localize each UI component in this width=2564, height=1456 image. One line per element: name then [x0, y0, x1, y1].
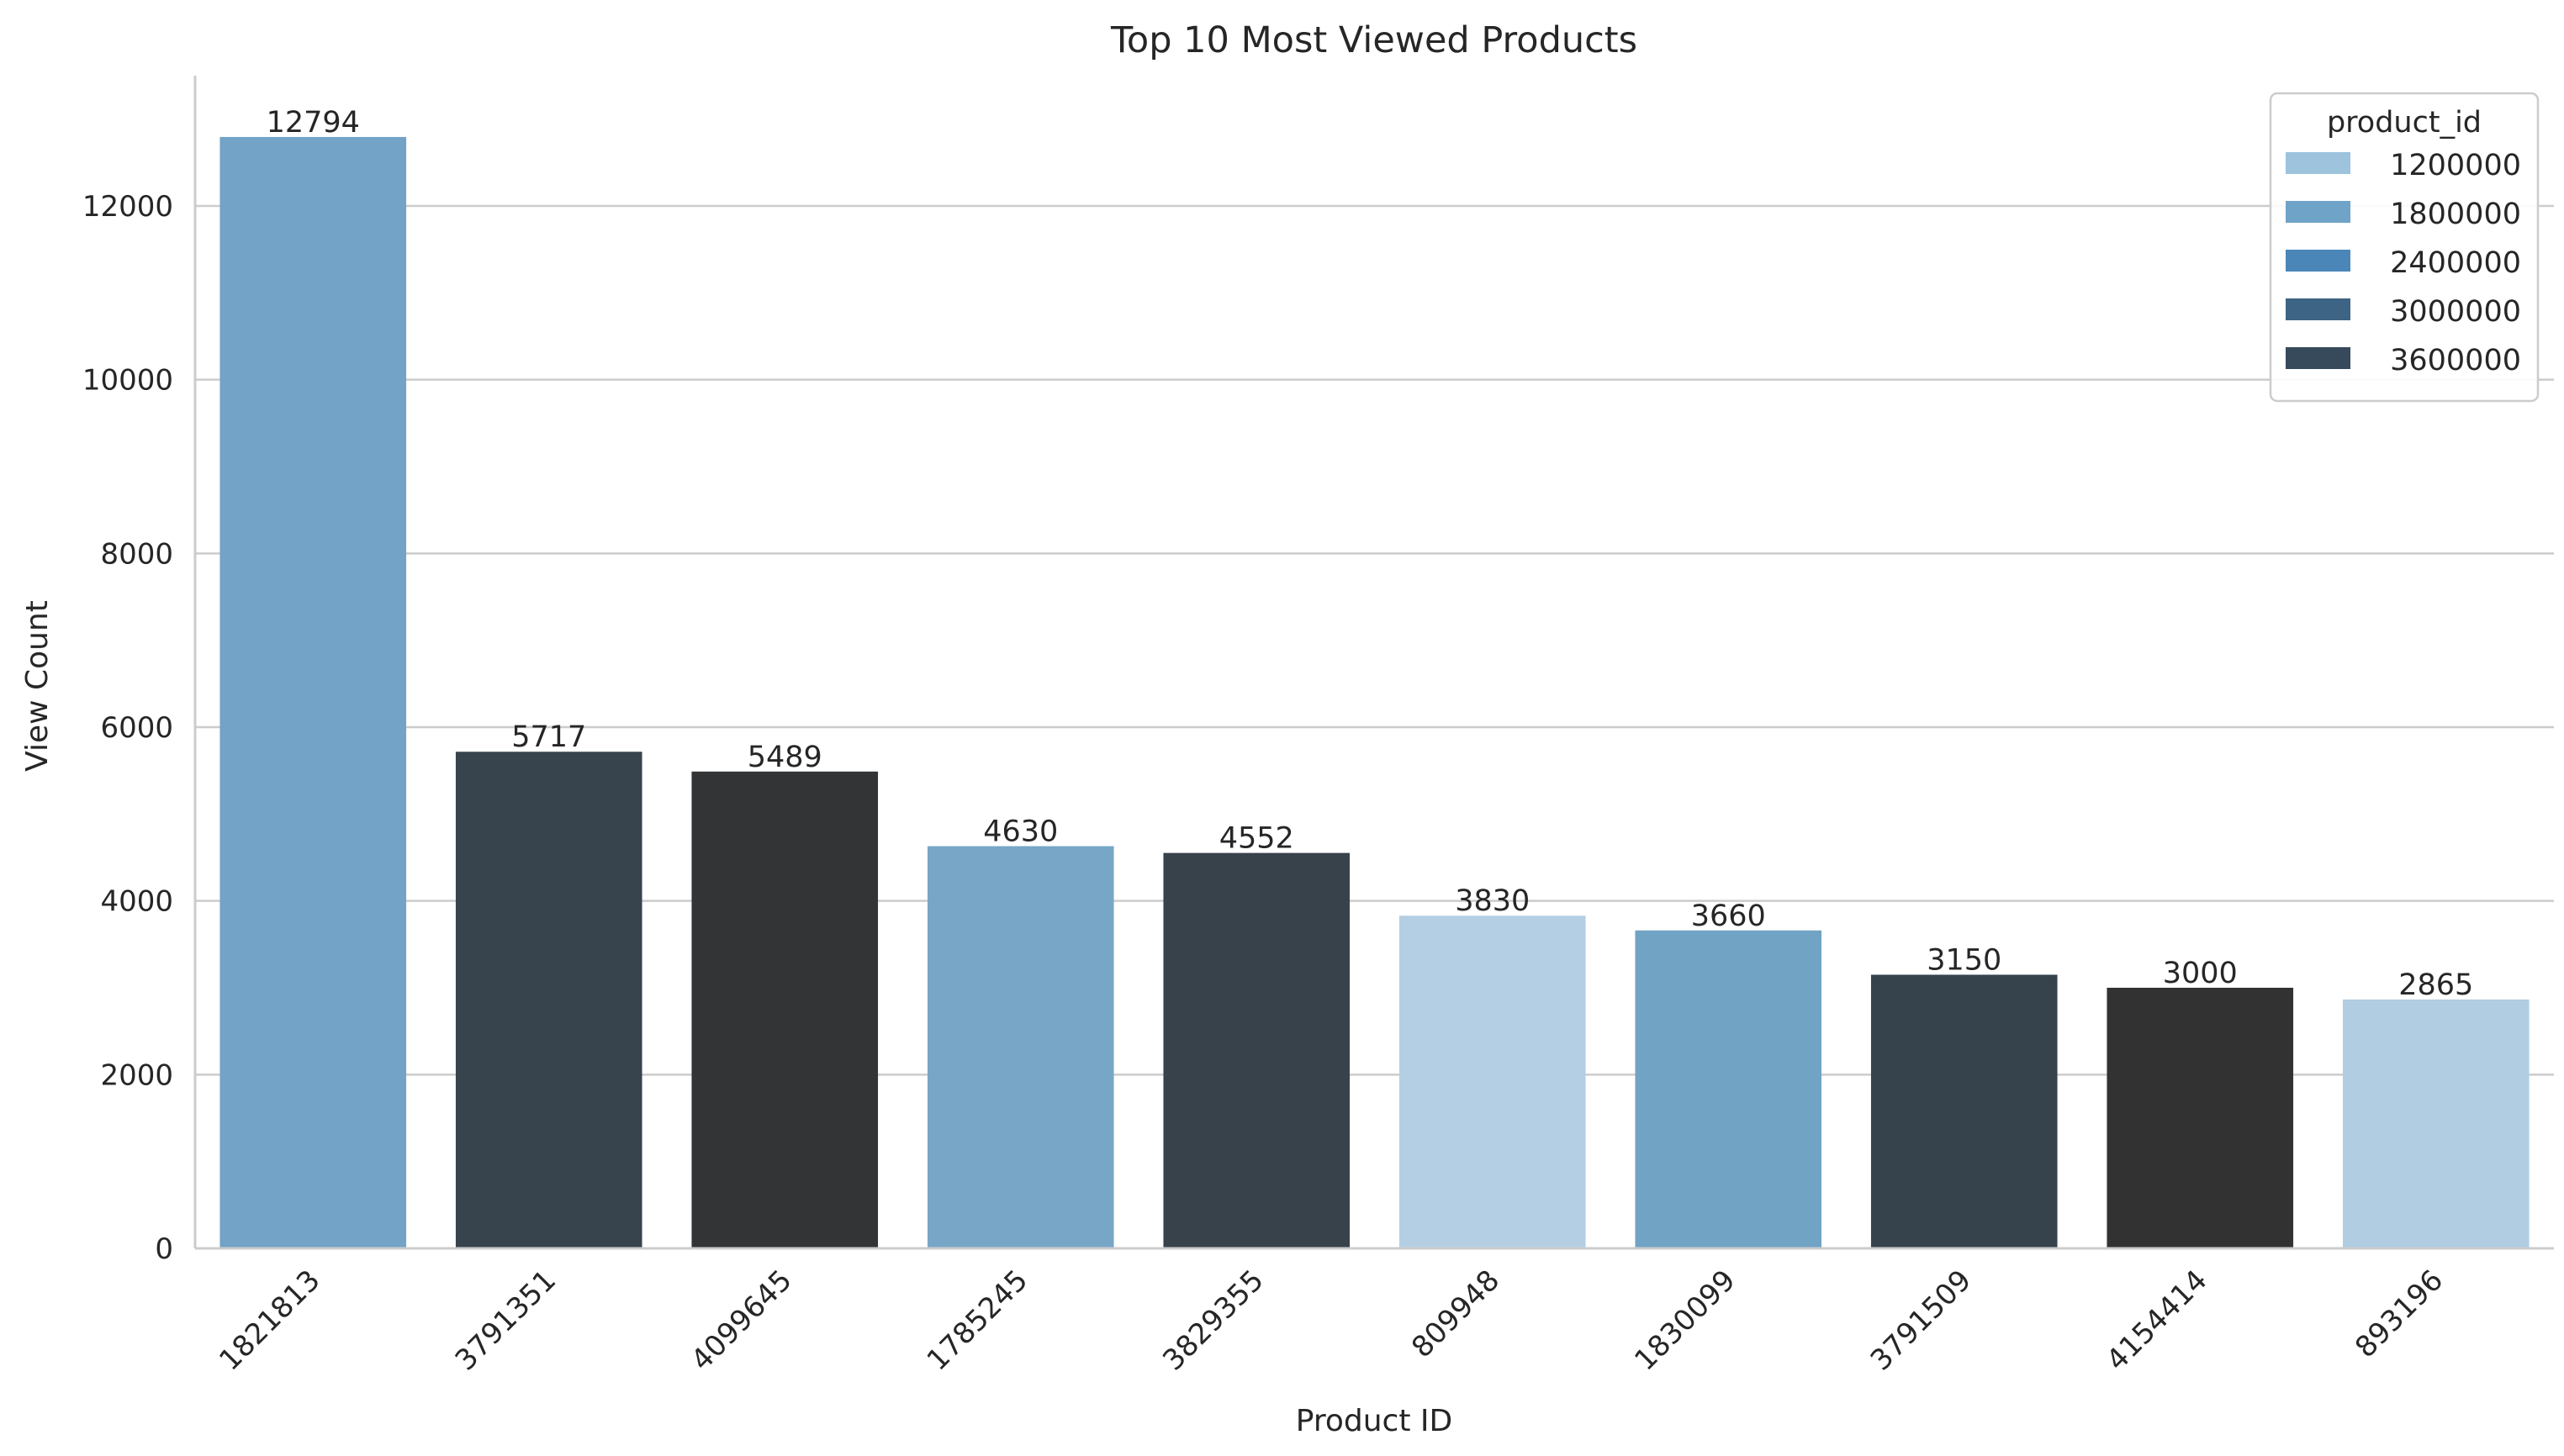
- legend: product_id 1200000 1800000 2400000 3000000 3…: [2269, 92, 2540, 403]
- x-tick-labels: 1821813 3791351 4099645 1785245 3829355 80994…: [213, 1263, 2450, 1377]
- x-tick-label: 4099645: [685, 1263, 798, 1377]
- legend-entry-label: 1200000: [2390, 149, 2521, 182]
- bar-809948: [1398, 915, 1586, 1248]
- x-tick-label: 3791351: [449, 1263, 563, 1377]
- legend-swatch: [2286, 250, 2350, 272]
- y-tick-label: 6000: [100, 711, 173, 745]
- y-tick-label: 10000: [82, 364, 173, 398]
- bar-3829355: [1163, 852, 1351, 1248]
- legend-swatch: [2286, 298, 2350, 320]
- legend-entry-label: 3600000: [2390, 344, 2521, 377]
- data-label: 4552: [1219, 822, 1294, 856]
- data-label: 12794: [267, 106, 360, 140]
- x-tick-label: 893196: [2349, 1263, 2450, 1364]
- x-tick-label: 1821813: [213, 1263, 326, 1377]
- x-tick-label: 1830099: [1628, 1263, 1742, 1377]
- y-tick-label: 12000: [82, 190, 173, 224]
- bar-4154414: [2107, 988, 2294, 1248]
- legend-title: product_id: [2327, 106, 2482, 140]
- y-tick-label: 4000: [100, 885, 173, 919]
- data-label: 4630: [983, 815, 1058, 849]
- data-label: 3660: [1691, 899, 1766, 933]
- x-tick-label: 1785245: [921, 1263, 1034, 1377]
- legend-swatch: [2286, 347, 2350, 369]
- legend-entry-label: 2400000: [2390, 246, 2521, 280]
- x-tick-label: 4154414: [2100, 1263, 2213, 1377]
- data-label: 5717: [511, 720, 586, 754]
- legend-swatch: [2286, 201, 2350, 223]
- y-tick-label: 8000: [100, 537, 173, 571]
- x-tick-label: 3791509: [1864, 1263, 1978, 1377]
- data-label: 3000: [2163, 957, 2238, 990]
- bar-1785245: [927, 846, 1114, 1248]
- chart-title: Top 10 Most Viewed Products: [1110, 19, 1637, 61]
- data-label: 3150: [1927, 944, 2001, 978]
- y-tick-label: 2000: [100, 1058, 173, 1092]
- y-axis-label: View Count: [20, 600, 55, 772]
- bar-4099645: [691, 771, 879, 1248]
- bar-3791509: [1870, 974, 2058, 1248]
- legend-entry-label: 1800000: [2390, 198, 2521, 231]
- legend-entry-label: 3000000: [2390, 295, 2521, 329]
- bar-1830099: [1635, 930, 1822, 1248]
- data-label: 5489: [748, 741, 822, 774]
- y-tick-labels: 0 2000 4000 6000 8000 10000 12000: [82, 190, 173, 1266]
- data-labels: 12794 5717 5489 4630 4552 3830 3660 3150 3000 286…: [267, 106, 2474, 1002]
- data-label: 3830: [1455, 884, 1530, 918]
- bar-1821813: [219, 136, 407, 1248]
- x-tick-label: 809948: [1405, 1263, 1506, 1364]
- x-axis-label: Product ID: [1296, 1404, 1452, 1438]
- legend-swatch: [2286, 152, 2350, 174]
- bar-893196: [2342, 999, 2530, 1248]
- y-tick-label: 0: [155, 1232, 173, 1266]
- x-tick-label: 3829355: [1156, 1263, 1270, 1377]
- bars: [219, 136, 2530, 1248]
- data-label: 2865: [2398, 968, 2473, 1002]
- bar-3791351: [455, 752, 642, 1248]
